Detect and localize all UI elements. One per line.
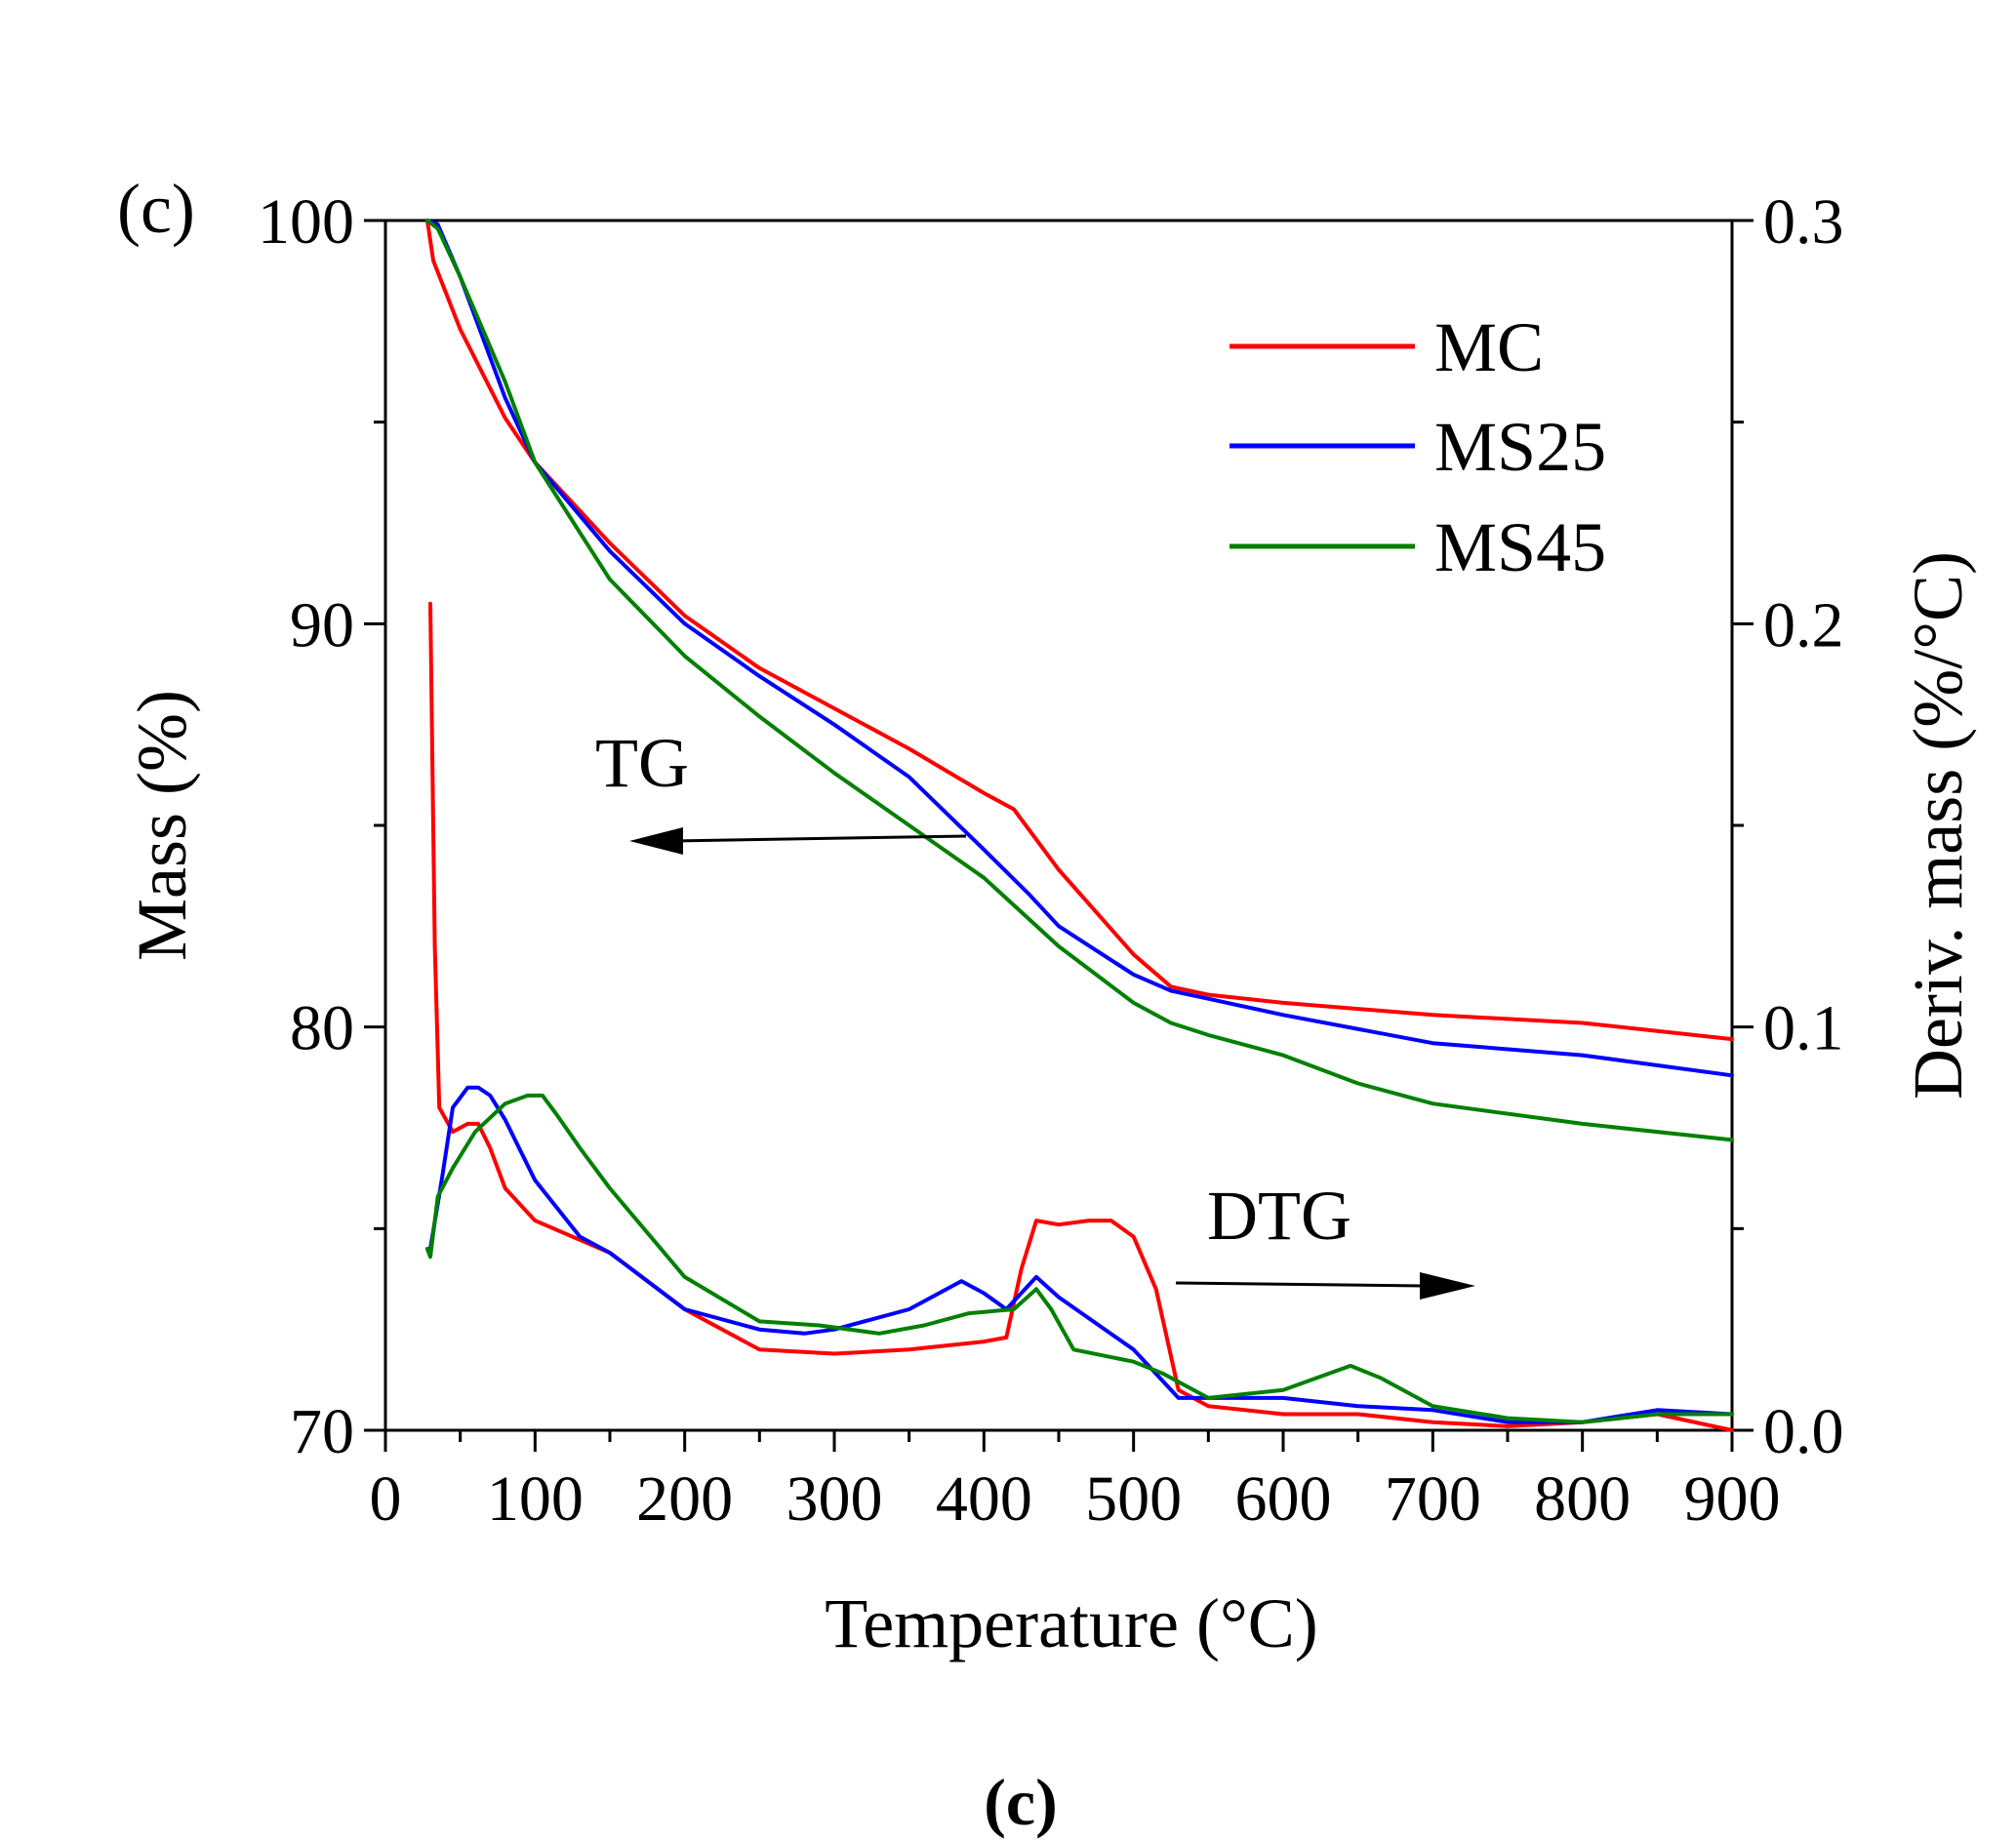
right-tick-label-0.1: 0.1 (1763, 993, 1844, 1064)
right-tick-label-0.3: 0.3 (1763, 186, 1844, 258)
legend-label-ms45: MS45 (1434, 508, 1606, 586)
x-tick-label-900: 900 (1684, 1463, 1781, 1535)
right-tick-label-0.0: 0.0 (1763, 1396, 1844, 1467)
x-tick-label-300: 300 (786, 1463, 883, 1535)
tg-line-ms25 (424, 219, 1734, 1078)
x-tick-label-400: 400 (936, 1463, 1032, 1535)
x-tick-label-0: 0 (370, 1463, 402, 1535)
tg-arrow-head (629, 827, 683, 855)
right-y-axis-title: Deriv. mass (%/°C) (1899, 551, 1977, 1100)
dtg-line-ms25 (428, 1085, 1734, 1424)
right-tick-label-0.2: 0.2 (1763, 589, 1844, 660)
dtg-line-ms45 (424, 1093, 1734, 1424)
left-tick-label-90: 90 (290, 589, 354, 660)
x-axis-title: Temperature (°C) (825, 1584, 1318, 1662)
right-y-axis-ticks: 0.0 0.1 0.2 0.3 (1732, 186, 1844, 1467)
x-tick-label-200: 200 (636, 1463, 733, 1535)
x-axis-ticks: 0 100 200 300 400 500 600 700 800 900 (370, 1430, 1781, 1535)
left-tick-label-80: 80 (290, 993, 354, 1064)
left-y-axis-title: Mass (%) (123, 690, 201, 961)
x-tick-label-500: 500 (1085, 1463, 1182, 1535)
x-tick-label-800: 800 (1534, 1463, 1631, 1535)
series-layer (424, 219, 1734, 1432)
dtg-arrow-shaft (1175, 1281, 1426, 1288)
left-y-axis-ticks: 70 80 90 100 (258, 186, 385, 1467)
x-tick-label-600: 600 (1235, 1463, 1332, 1535)
dtg-arrow-head (1420, 1272, 1475, 1300)
legend-label-mc: MC (1434, 308, 1544, 386)
tg-arrow-shaft (672, 834, 967, 843)
left-tick-label-70: 70 (290, 1396, 354, 1467)
tg-line-ms45 (424, 219, 1734, 1142)
left-tick-label-100: 100 (258, 186, 354, 258)
panel-label: (c) (117, 170, 195, 248)
figure-caption: (c) (984, 1765, 1057, 1839)
x-tick-label-100: 100 (487, 1463, 584, 1535)
legend: MC MS25 MS45 (1230, 308, 1606, 586)
legend-label-ms25: MS25 (1434, 408, 1606, 486)
x-tick-label-700: 700 (1385, 1463, 1481, 1535)
tg-annotation-label: TG (595, 724, 689, 802)
dtg-annotation-label: DTG (1207, 1177, 1351, 1255)
tg-line-mc (424, 219, 1734, 1042)
